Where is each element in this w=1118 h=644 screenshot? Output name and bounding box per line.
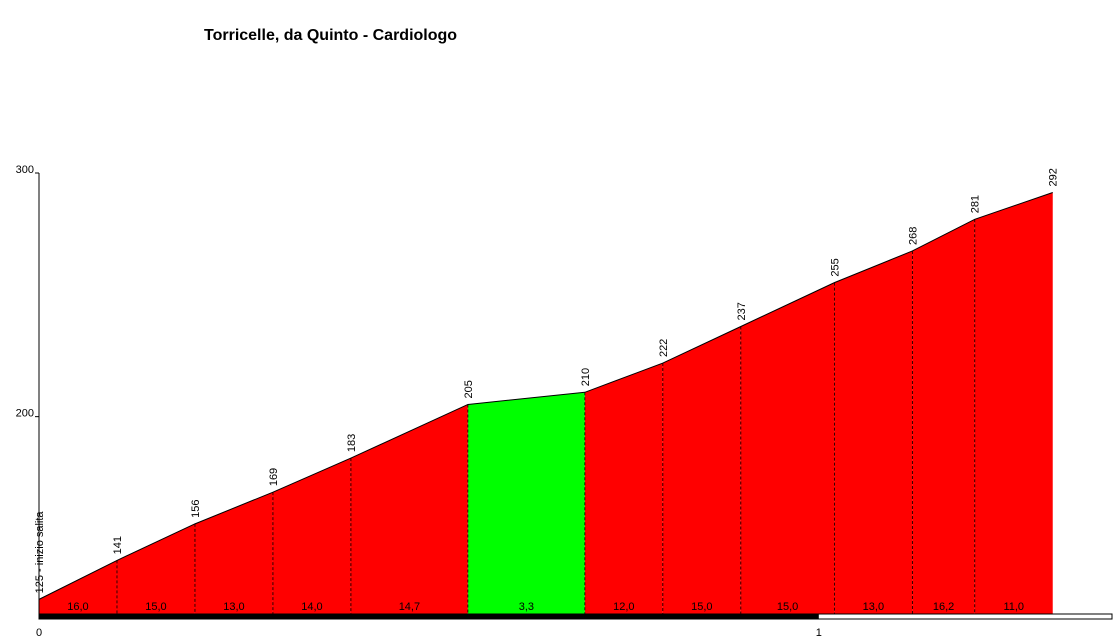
elevation-label: 237 bbox=[736, 302, 748, 320]
gradient-segment bbox=[974, 192, 1053, 615]
distance-bar-black bbox=[39, 614, 819, 619]
gradient-segment bbox=[272, 458, 351, 614]
elevation-label: 292 bbox=[1048, 168, 1060, 186]
gradient-segment bbox=[467, 392, 585, 614]
gradient-label: 3,3 bbox=[519, 601, 534, 613]
elevation-label: 205 bbox=[463, 380, 475, 398]
elevation-label: 156 bbox=[190, 499, 202, 517]
elevation-label: 183 bbox=[346, 434, 358, 452]
x-tick-label: 0 bbox=[36, 627, 42, 639]
elevation-label: 255 bbox=[829, 258, 841, 276]
gradient-label: 13,0 bbox=[223, 601, 244, 613]
gradient-segment bbox=[194, 492, 273, 614]
gradient-label: 15,0 bbox=[777, 601, 798, 613]
chart-title: Torricelle, da Quinto - Cardiologo bbox=[204, 27, 457, 44]
elevation-label: 125 - inizio salita bbox=[34, 511, 46, 594]
gradient-segment bbox=[834, 250, 913, 614]
gradient-label: 16,0 bbox=[67, 601, 88, 613]
gradient-label: 12,0 bbox=[613, 601, 634, 613]
elevation-label: 169 bbox=[268, 468, 280, 486]
x-tick-label: 1 bbox=[816, 627, 822, 639]
elevation-label: 141 bbox=[112, 536, 124, 554]
y-tick-label: 200 bbox=[16, 408, 34, 420]
gradient-label: 13,0 bbox=[863, 601, 884, 613]
y-tick-label: 300 bbox=[16, 164, 34, 176]
gradient-label: 15,0 bbox=[691, 601, 712, 613]
gradient-segment bbox=[116, 523, 195, 614]
gradient-segment bbox=[584, 363, 663, 614]
gradient-label: 14,7 bbox=[399, 601, 420, 613]
elevation-label: 222 bbox=[658, 339, 670, 357]
elevation-label: 210 bbox=[580, 368, 592, 386]
gradient-segment bbox=[740, 282, 835, 614]
elevation-label: 281 bbox=[970, 195, 982, 213]
gradient-segment bbox=[912, 219, 975, 614]
gradient-segment bbox=[39, 560, 117, 614]
gradient-segment bbox=[350, 404, 468, 614]
gradient-label: 11,0 bbox=[1003, 601, 1024, 613]
elevation-label: 268 bbox=[907, 227, 919, 245]
gradient-label: 16,2 bbox=[933, 601, 954, 613]
gradient-label: 14,0 bbox=[301, 601, 322, 613]
gradient-label: 15,0 bbox=[145, 601, 166, 613]
gradient-segment bbox=[662, 326, 741, 614]
